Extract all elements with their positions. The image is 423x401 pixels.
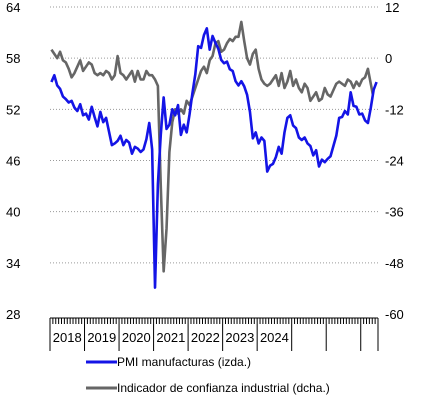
y-right-tick-label: -12 <box>385 102 404 117</box>
year-label: 2019 <box>87 330 116 345</box>
y-left-tick-label: 46 <box>6 154 20 169</box>
year-label: 2021 <box>156 330 185 345</box>
left-axis: 28 34 40 46 52 58 64 <box>6 0 20 322</box>
year-label: 2020 <box>122 330 151 345</box>
year-label: 2022 <box>191 330 220 345</box>
y-right-tick-label: -48 <box>385 256 404 271</box>
y-left-tick-label: 64 <box>6 0 20 15</box>
year-label: 2018 <box>53 330 82 345</box>
legend-label-confianza: Indicador de confianza industrial (dcha.… <box>117 381 330 395</box>
legend-label-pmi: PMI manufacturas (izda.) <box>117 355 251 369</box>
y-right-tick-label: -36 <box>385 205 404 220</box>
y-left-tick-label: 34 <box>6 256 20 271</box>
y-right-tick-label: 12 <box>385 0 399 15</box>
y-left-tick-label: 28 <box>6 307 20 322</box>
y-left-tick-label: 40 <box>6 205 20 220</box>
y-left-tick-label: 52 <box>6 102 20 117</box>
y-right-tick-label: 0 <box>385 51 392 66</box>
y-left-tick-label: 58 <box>6 51 20 66</box>
legend-item-pmi: PMI manufacturas (izda.) <box>86 355 251 369</box>
year-label: 2023 <box>225 330 254 345</box>
year-label: 2024 <box>260 330 289 345</box>
legend: PMI manufacturas (izda.) Indicador de co… <box>86 355 330 395</box>
x-axis: 2018 2019 2020 2021 2022 2023 2024 <box>49 317 379 351</box>
plot-area <box>50 20 378 289</box>
y-right-tick-label: -60 <box>385 307 404 322</box>
series-line-confianza <box>50 20 375 273</box>
series-line-pmi <box>50 27 378 289</box>
right-axis: -60 -48 -36 -24 -12 0 12 <box>385 0 404 322</box>
y-right-tick-label: -24 <box>385 154 404 169</box>
legend-item-confianza: Indicador de confianza industrial (dcha.… <box>86 381 330 395</box>
